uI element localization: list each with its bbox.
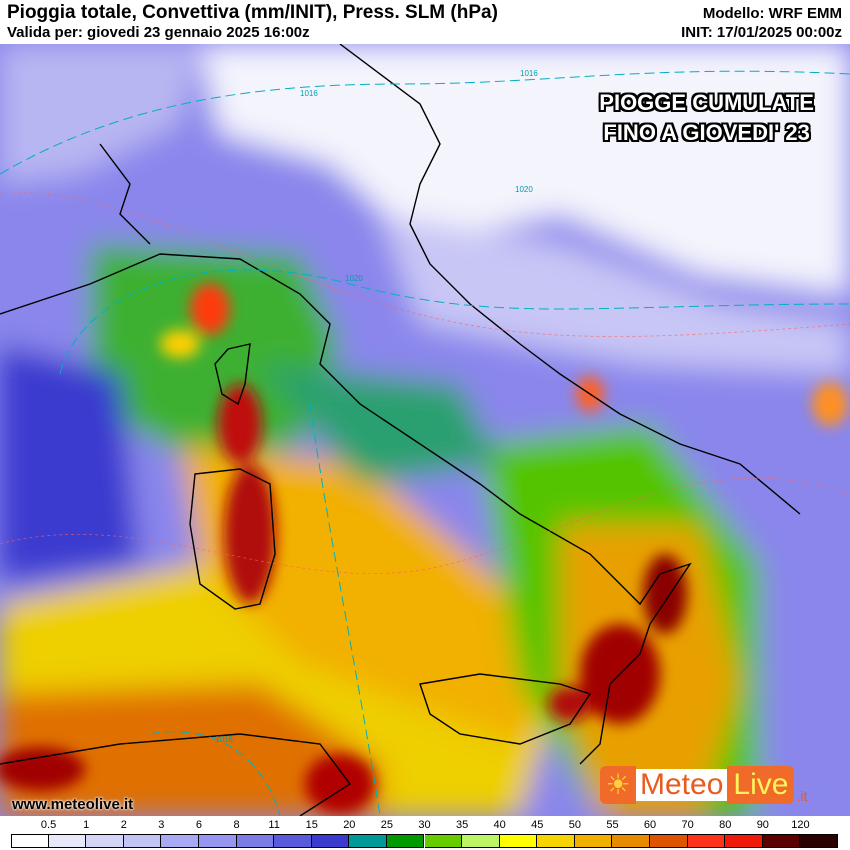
legend-swatch (687, 834, 726, 848)
legend-swatch (311, 834, 350, 848)
isobar-label: 1020 (345, 274, 363, 283)
overlay-line-1: PIOGGE CUMULATE (599, 90, 814, 115)
init-time: INIT: 17/01/2025 00:00z (681, 24, 842, 41)
legend-label: 2 (120, 819, 127, 831)
legend-label: 50 (568, 819, 581, 831)
legend-swatch (48, 834, 87, 848)
legend-label: 0.5 (40, 819, 57, 831)
legend-swatch (537, 834, 575, 848)
overlay-line-2: FINO A GIOVEDI' 23 (603, 120, 810, 145)
legend-label: 11 (268, 819, 280, 831)
header: Pioggia totale, Convettiva (mm/INIT), Pr… (0, 0, 850, 44)
cumulative-rain-overlay: PIOGGE CUMULATE FINO A GIOVEDI' 23 (599, 88, 814, 148)
isobar-label: 1016 (215, 735, 233, 744)
legend-swatch (198, 834, 237, 848)
color-legend: 0.5 1 2 3 6 8 11 15 20 25 30 35 40 45 50 55 60 70 80 90 120 (0, 816, 850, 850)
map-title: Pioggia totale, Convettiva (mm/INIT), Pr… (7, 2, 498, 23)
legend-swatch (499, 834, 538, 848)
legend-label: 1 (83, 819, 90, 831)
precipitation-field: 1016 1016 1020 1020 1016 (0, 44, 850, 816)
isobar-label: 1016 (520, 69, 538, 78)
isobar-label: 1020 (515, 185, 533, 194)
legend-label: 8 (233, 819, 240, 831)
legend-swatch (650, 834, 688, 848)
legend-label: 55 (606, 819, 619, 831)
model-name: Modello: WRF EMM (702, 5, 842, 22)
legend-swatch (274, 834, 312, 848)
legend-swatch (349, 834, 387, 848)
isobar-label: 1016 (300, 89, 318, 98)
legend-label: 45 (531, 819, 544, 831)
legend-swatch (424, 834, 463, 848)
legend-label: 3 (158, 819, 165, 831)
logo-text-meteo: Meteo (636, 769, 728, 801)
legend-swatch (161, 834, 199, 848)
legend-swatch (386, 834, 425, 848)
legend-label: 40 (493, 819, 506, 831)
legend-swatch (11, 834, 49, 848)
legend-swatch (462, 834, 500, 848)
sun-icon: ☀ (600, 766, 636, 804)
legend-label: 25 (380, 819, 394, 831)
legend-label: 35 (455, 819, 469, 831)
legend-label: 120 (791, 819, 810, 831)
logo-text-live: Live (727, 766, 795, 804)
legend-swatch (236, 834, 275, 848)
legend-label: 30 (418, 819, 431, 831)
legend-label: 80 (719, 819, 732, 831)
legend-label: 70 (681, 819, 694, 831)
legend-label: 90 (756, 819, 769, 831)
legend-swatch (574, 834, 613, 848)
legend-label: 60 (643, 819, 657, 831)
legend-swatch (800, 834, 838, 848)
legend-swatch (762, 834, 801, 848)
legend-label: 6 (195, 819, 203, 831)
legend-swatch (612, 834, 651, 848)
logo-suffix: .it (796, 788, 808, 804)
legend-label: 15 (305, 819, 318, 831)
meteolive-logo: ☀ Meteo Live .it (600, 766, 807, 804)
website-link[interactable]: www.meteolive.it (12, 796, 134, 813)
legend-swatch (123, 834, 162, 848)
legend-swatch (725, 834, 763, 848)
legend-swatch (86, 834, 124, 848)
valid-time: Valida per: giovedi 23 gennaio 2025 16:0… (7, 24, 310, 41)
legend-label: 20 (343, 819, 356, 831)
precipitation-map: 1016 1016 1020 1020 1016 PIOGGE CUMULATE… (0, 44, 850, 816)
